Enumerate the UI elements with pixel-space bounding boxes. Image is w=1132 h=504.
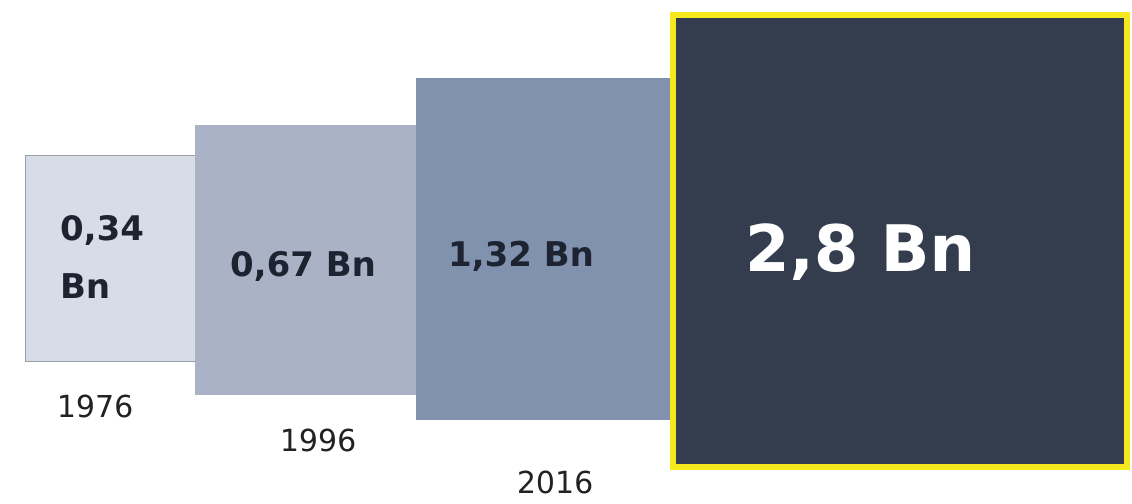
year-label: 2016 [516,466,594,501]
value-label: 0,34 Bn [60,209,144,307]
value-label: 2,8 Bn [745,213,975,287]
box-2016 [416,78,670,420]
box-highlight [670,12,1130,470]
year-label: 1976 [56,390,134,425]
box-1976 [25,155,197,362]
box-1996 [195,125,418,395]
value-label: 1,32 Bn [448,235,594,275]
value-label: 0,67 Bn [230,245,376,285]
year-label: 1996 [279,424,357,459]
